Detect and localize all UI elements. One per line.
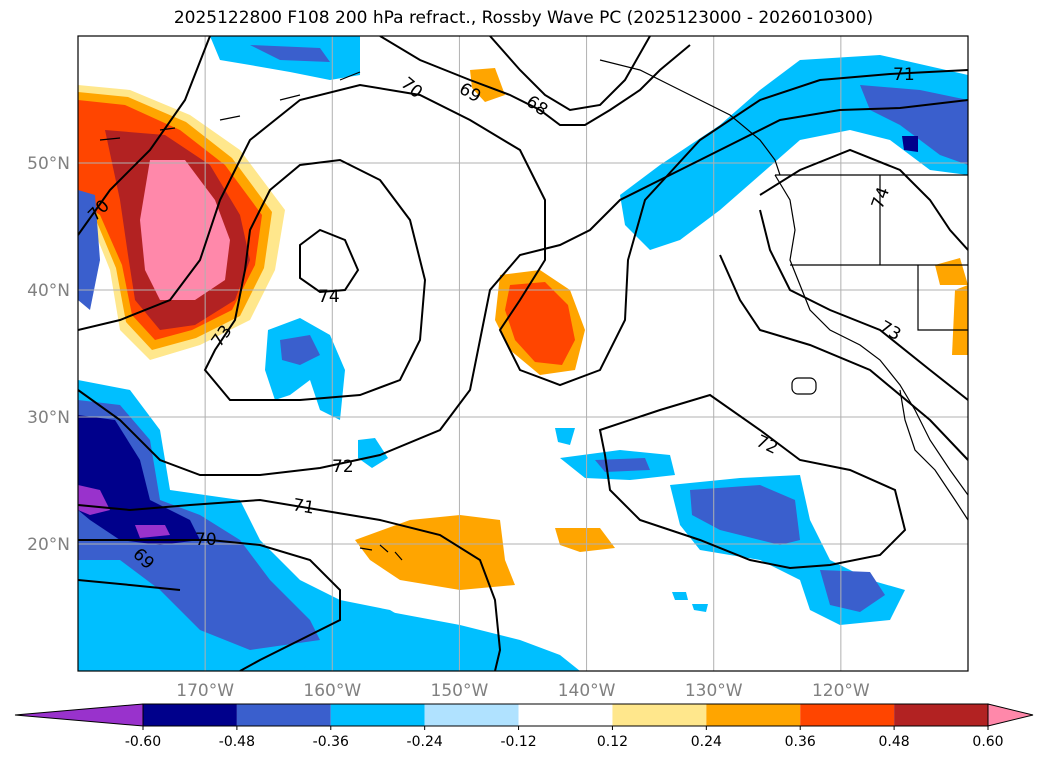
lon-tick-label: 140°W xyxy=(558,681,616,701)
contour-69-north xyxy=(379,36,691,126)
contour-ne-72 xyxy=(719,254,968,461)
lon-tick-label: 120°W xyxy=(812,681,870,701)
colorbar-outline xyxy=(142,703,989,727)
lon-tick-label: 150°W xyxy=(431,681,489,701)
positive-anomaly-north xyxy=(470,68,505,102)
colorbar-bin xyxy=(143,704,237,726)
latitude-ticks: 50°N 40°N 30°N 20°N xyxy=(27,154,70,555)
lat-tick-label: 30°N xyxy=(27,408,70,428)
coastlines xyxy=(99,59,968,561)
negative-anomaly-sw-3 xyxy=(78,415,200,545)
lat-tick-label: 20°N xyxy=(27,535,70,555)
contour-ne-73 xyxy=(759,209,968,401)
colorbar-label: 0.36 xyxy=(785,734,816,750)
colorbar-label: -0.60 xyxy=(125,734,161,750)
us-state-line-3 xyxy=(917,265,968,331)
map-frame xyxy=(77,35,969,672)
alaska-coast xyxy=(599,59,781,176)
negative-anomaly-ne-2 xyxy=(860,85,968,165)
contour-ne-74 xyxy=(759,148,968,251)
contour-label: 72 xyxy=(753,431,781,458)
negative-anomaly-islands xyxy=(672,592,688,600)
colorbar-label: -0.12 xyxy=(500,734,536,750)
positive-anomaly-small xyxy=(555,528,615,552)
positive-anomaly-west-5 xyxy=(140,160,230,300)
baja-coast xyxy=(899,389,968,521)
colorbar-label: -0.36 xyxy=(313,734,349,750)
contour-label: 74 xyxy=(318,287,340,307)
colorbar-extend-low xyxy=(14,703,144,727)
colorbar-label: -0.48 xyxy=(219,734,255,750)
colorbar-bin xyxy=(706,704,801,726)
colorbar-bin xyxy=(424,704,519,726)
negative-anomaly-small xyxy=(265,318,345,420)
colorbar-bin xyxy=(236,704,331,726)
contour-72-south xyxy=(598,393,907,570)
contour-68 xyxy=(489,36,651,112)
colorbar-bin xyxy=(612,704,707,726)
lon-tick-label: 130°W xyxy=(685,681,743,701)
map-title: 2025122800 F108 200 hPa refract., Rossby… xyxy=(173,8,874,28)
positive-anomaly-hawaii xyxy=(355,515,515,590)
island-chain xyxy=(99,71,361,141)
contour-72 xyxy=(78,99,968,476)
colorbar-bin xyxy=(894,704,988,726)
contour-label: 71 xyxy=(893,65,915,85)
contour-label: 74 xyxy=(868,185,894,212)
negative-anomaly-ne-3 xyxy=(902,136,918,152)
refractivity-shading xyxy=(78,36,968,671)
negative-anomaly-dot xyxy=(358,438,388,468)
lon-tick-label: 160°W xyxy=(303,681,361,701)
north-american-coast xyxy=(774,174,968,496)
negative-anomaly-islands-2 xyxy=(692,604,708,612)
contour-70-north xyxy=(78,36,211,236)
contour-70-south xyxy=(78,539,341,671)
positive-anomaly-central-2 xyxy=(505,282,575,365)
negative-anomaly-dot-2 xyxy=(555,428,575,445)
lon-tick-label: 170°W xyxy=(176,681,234,701)
negative-anomaly-mid-2 xyxy=(595,458,650,472)
contour-71-south xyxy=(78,498,502,671)
contour-label: 71 xyxy=(291,495,316,518)
colorbar-label: 0.48 xyxy=(879,734,910,750)
hawaii-islands xyxy=(359,544,403,561)
colorbar-label: 0.60 xyxy=(972,734,1003,750)
contour-69-south xyxy=(78,579,181,591)
lat-tick-label: 40°N xyxy=(27,281,70,301)
colorbar-bin xyxy=(518,704,613,726)
contour-label: 72 xyxy=(332,457,354,477)
lat-tick-label: 50°N xyxy=(27,154,70,174)
island-small xyxy=(791,377,817,395)
contour-74 xyxy=(299,228,360,294)
colorbar-bin xyxy=(330,704,425,726)
negative-anomaly-south xyxy=(300,610,580,671)
colorbar-label: 0.12 xyxy=(597,734,628,750)
negative-anomaly-alaska-2 xyxy=(250,45,330,62)
contour-label: 70 xyxy=(195,530,217,550)
contour-label: 70 xyxy=(397,74,426,103)
negative-anomaly-west-edge xyxy=(78,190,100,310)
contour-71 xyxy=(78,69,968,387)
negative-anomaly-sw-5 xyxy=(135,525,170,538)
negative-anomaly-small-2 xyxy=(280,335,320,365)
negative-anomaly-se-3 xyxy=(820,570,885,612)
colorbar-label: -0.24 xyxy=(407,734,443,750)
positive-anomaly-east xyxy=(952,285,968,355)
negative-anomaly-se-2 xyxy=(690,485,800,545)
positive-anomaly-east-2 xyxy=(935,258,968,285)
colorbar-extend-high xyxy=(987,703,1034,727)
colorbar-bin xyxy=(800,704,895,726)
contour-73 xyxy=(203,158,427,401)
colorbar-label: 0.24 xyxy=(691,734,722,750)
colorbar: -0.60 -0.48 -0.36 -0.24 -0.12 0.12 0.24 0.36 0.4… xyxy=(14,703,1034,750)
geopotential-contours xyxy=(78,36,968,671)
contour-label: 73 xyxy=(876,317,905,345)
longitude-ticks: 170°W 160°W 150°W 140°W 130°W 120°W xyxy=(176,681,870,701)
